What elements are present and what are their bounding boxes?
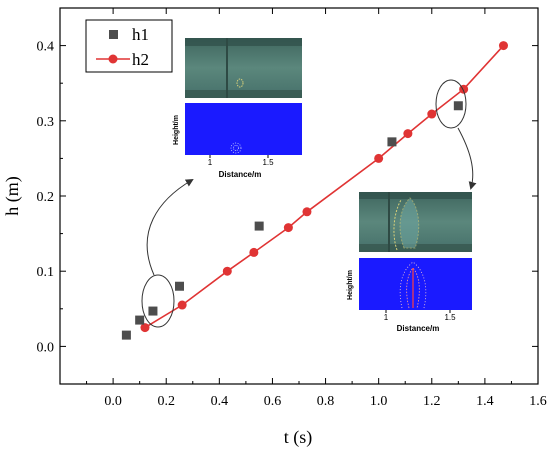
y-tick-label: 0.0 [37,340,55,355]
legend: h1 h2 [85,19,173,73]
x-tick-label: 1.6 [529,394,547,409]
series-layer [121,41,508,340]
inset-right-simulation: Height/m 1 1.5 Distance/m [347,258,472,333]
h2-point [427,109,437,119]
h1-point [387,137,397,147]
annotation-arrow-late [457,127,477,190]
highlight-ellipse-late [435,79,467,129]
x-tick-label: 1.2 [423,394,441,409]
h2-point [140,323,150,333]
annotation-arrow-early [146,178,194,276]
h2-point [249,247,259,257]
y-tick-label: 0.3 [37,115,55,130]
x-tick-label: 1.0 [370,394,388,409]
axis-ticks: 0.0 0.2 0.4 0.6 0.8 1.0 1.2 1.4 1.6 0.0 0.1 0.2 0.3 0… [37,7,547,409]
h1-point [175,281,184,291]
h2-point [403,129,413,139]
y-tick-label: 0.1 [37,265,55,280]
h1-point [135,315,145,325]
h2-point [283,223,293,233]
legend-h2-label: h2 [132,50,149,69]
x-tick-label: 0.0 [104,394,122,409]
inset-left-ylabel: Height/m [173,115,180,145]
h2-point [302,207,312,217]
inset-right-xlabel: Distance/m [397,324,440,333]
h1-point [254,221,264,231]
inset-right-ylabel: Height/m [347,270,354,300]
x-tick-label: 0.8 [317,394,335,409]
y-tick-label: 0.4 [37,40,55,55]
inset-left-xlabel: Distance/m [219,170,262,179]
legend-box [85,19,173,73]
h2-point [177,300,187,310]
y-axis-label: h (m) [2,176,23,216]
legend-h1-label: h1 [132,25,149,44]
h2-point [222,266,232,276]
inset-left-tick-2: 1.5 [262,158,274,167]
y-tick-label: 0.2 [37,190,55,205]
legend-h2-marker [108,54,118,64]
inset-right-photo [359,192,472,252]
legend-h1-marker [109,30,118,39]
h1-point [148,306,158,316]
inset-right-tick-2: 1.5 [444,313,456,322]
inset-left-simulation: Height/m 1 1.5 Distance/m [173,103,302,179]
x-tick-label: 1.4 [476,394,494,409]
x-axis-label: t (s) [284,427,313,448]
h1-point [453,101,463,111]
h2-point [374,153,384,163]
x-tick-label: 0.6 [264,394,282,409]
x-tick-label: 0.4 [211,394,229,409]
x-tick-label: 0.2 [157,394,175,409]
h1-point [121,330,131,340]
inset-left-photo [185,38,302,98]
inset-right-tick-1: 1 [384,313,389,322]
h2-point [498,41,508,51]
highlight-ellipse-early [141,274,175,328]
inset-left-tick-1: 1 [208,158,213,167]
